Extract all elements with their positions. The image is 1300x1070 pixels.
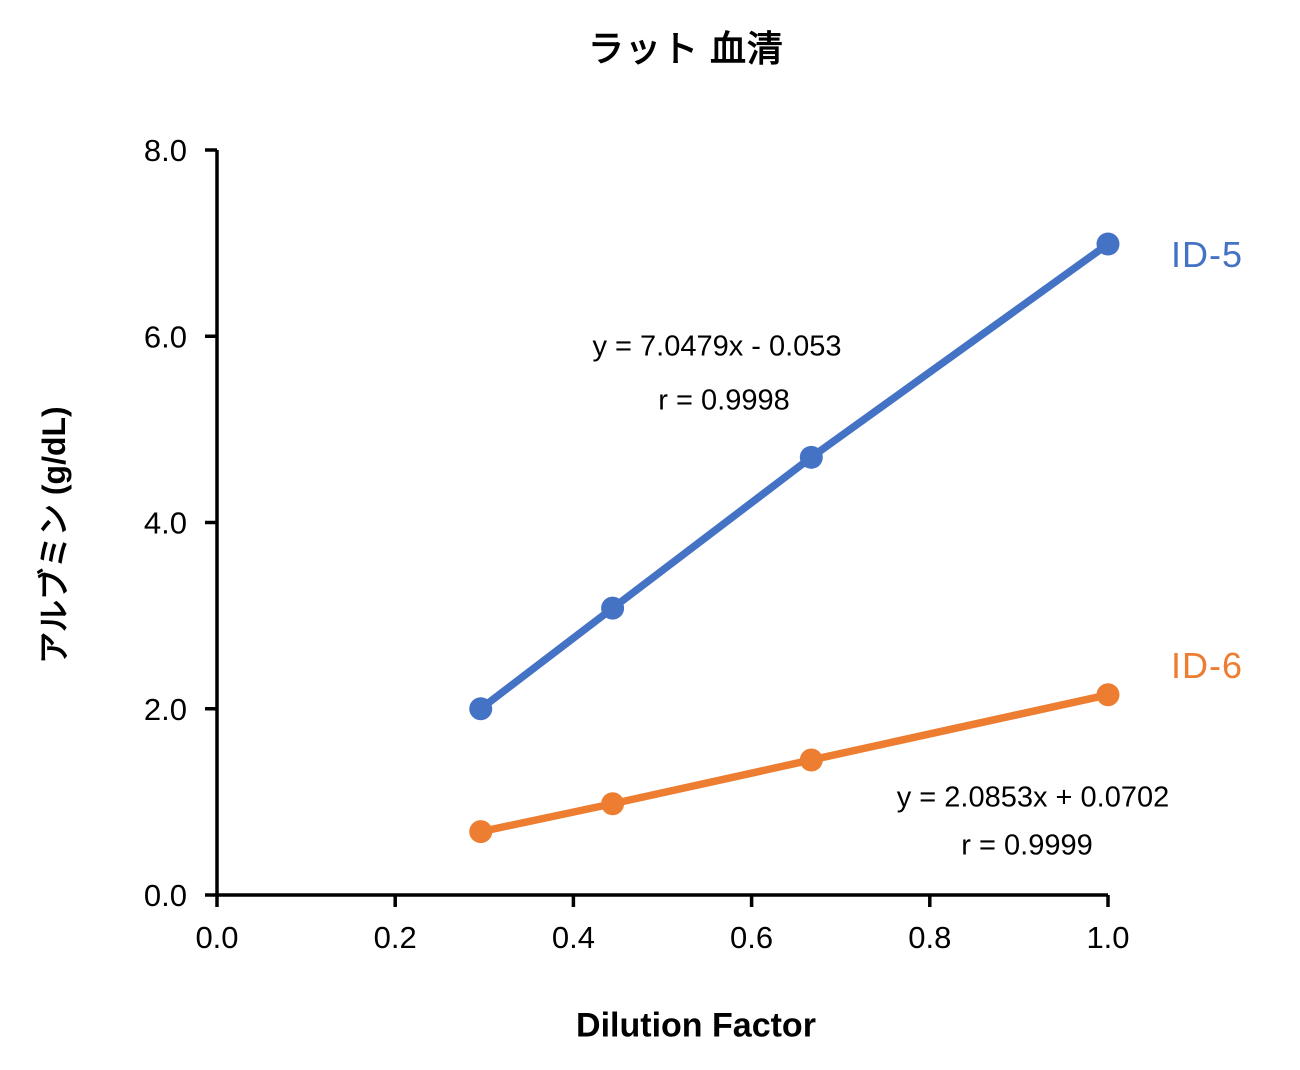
data-point-id-5 bbox=[1096, 232, 1120, 256]
y-tick-label: 8.0 bbox=[144, 133, 187, 168]
data-point-id-5 bbox=[469, 697, 493, 721]
y-tick-label: 2.0 bbox=[144, 692, 187, 727]
x-tick-label: 0.4 bbox=[552, 920, 595, 955]
data-point-id-6 bbox=[601, 792, 625, 816]
series-id5-correlation: r = 0.9998 bbox=[658, 384, 790, 417]
series-line-id-5 bbox=[476, 240, 1112, 713]
data-point-id-5 bbox=[601, 596, 625, 620]
y-tick-label: 6.0 bbox=[144, 319, 187, 354]
chart-title: ラット 血清 bbox=[587, 28, 785, 69]
y-tick-label: 0.0 bbox=[144, 878, 187, 913]
x-tick-label: 0.8 bbox=[908, 920, 951, 955]
x-tick-label: 1.0 bbox=[1086, 920, 1129, 955]
series-id5-label: ID-5 bbox=[1170, 234, 1244, 275]
data-point-id-5 bbox=[799, 445, 823, 469]
series-id6-label: ID-6 bbox=[1170, 645, 1244, 686]
y-tick-label: 4.0 bbox=[144, 506, 187, 541]
x-axis-title: Dilution Factor bbox=[576, 1006, 816, 1045]
x-tick-label: 0.2 bbox=[374, 920, 417, 955]
data-point-id-6 bbox=[799, 748, 823, 772]
y-axis-title: アルブミン (g/dL) bbox=[36, 406, 72, 664]
x-tick-label: 0.6 bbox=[730, 920, 773, 955]
x-tick-label: 0.0 bbox=[195, 920, 238, 955]
series-line-id-6 bbox=[476, 691, 1112, 836]
series-id5-equation: y = 7.0479x - 0.053 bbox=[592, 330, 842, 363]
series-id6-correlation: r = 0.9999 bbox=[961, 829, 1093, 862]
data-point-id-6 bbox=[469, 820, 493, 844]
data-point-id-6 bbox=[1096, 683, 1120, 707]
series-id6-equation: y = 2.0853x + 0.0702 bbox=[896, 781, 1170, 814]
